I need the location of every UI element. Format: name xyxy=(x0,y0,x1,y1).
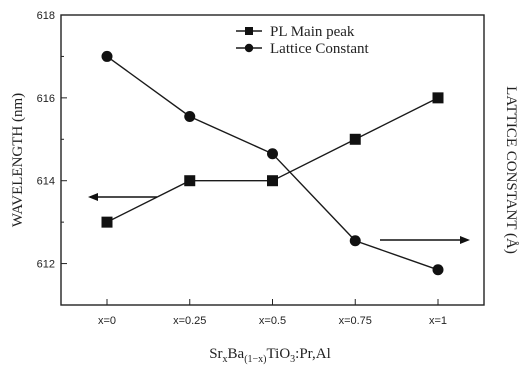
data-point-lattice-constant xyxy=(184,111,196,122)
x-tick-label: x=1 xyxy=(429,315,447,327)
series-line-pl-main-peak xyxy=(106,97,439,223)
y-axis-label-right: LATTICE CONSTANT (Å) xyxy=(503,86,519,254)
legend-marker-square xyxy=(245,27,253,35)
x-tick-label: x=0.75 xyxy=(339,315,372,327)
data-point-lattice-constant xyxy=(101,50,113,62)
x-axis-ticks: x=0 x=0.25 x=0.5 x=0.75 x=1 xyxy=(98,299,447,327)
data-point-pl-main-peak xyxy=(101,216,113,228)
x-tick-label: x=0 xyxy=(98,315,116,327)
series-layer xyxy=(101,50,444,276)
y-tick-label: 616 xyxy=(37,93,55,105)
plot-frame xyxy=(60,14,485,306)
y-tick-label: 614 xyxy=(37,176,55,188)
legend-marker-circle xyxy=(244,43,254,53)
legend-label-pl: PL Main peak xyxy=(270,24,355,40)
right-axis-arrow xyxy=(380,236,470,244)
data-point-pl-main-peak xyxy=(267,175,278,187)
x-axis-label: SrxBa(1−x)TiO3:Pr,Al xyxy=(209,346,331,365)
left-axis-arrow xyxy=(88,193,157,201)
series-line-lattice-constant xyxy=(106,55,439,271)
data-point-lattice-constant xyxy=(432,264,444,276)
legend-label-lattice: Lattice Constant xyxy=(270,41,370,57)
data-point-pl-main-peak xyxy=(184,175,196,187)
x-tick-label: x=0.5 xyxy=(259,315,286,327)
data-point-lattice-constant xyxy=(267,148,278,160)
y-tick-label: 612 xyxy=(37,259,55,271)
data-point-pl-main-peak xyxy=(432,92,444,104)
data-point-lattice-constant xyxy=(349,235,361,247)
y-axis-ticks: 612 614 616 618 xyxy=(37,10,67,306)
y-axis-label-left: WAVELENGTH (nm) xyxy=(10,93,26,227)
data-point-pl-main-peak xyxy=(349,133,361,145)
legend: PL Main peak Lattice Constant xyxy=(236,24,370,57)
y-tick-label: 618 xyxy=(37,10,55,22)
x-tick-label: x=0.25 xyxy=(173,315,206,327)
